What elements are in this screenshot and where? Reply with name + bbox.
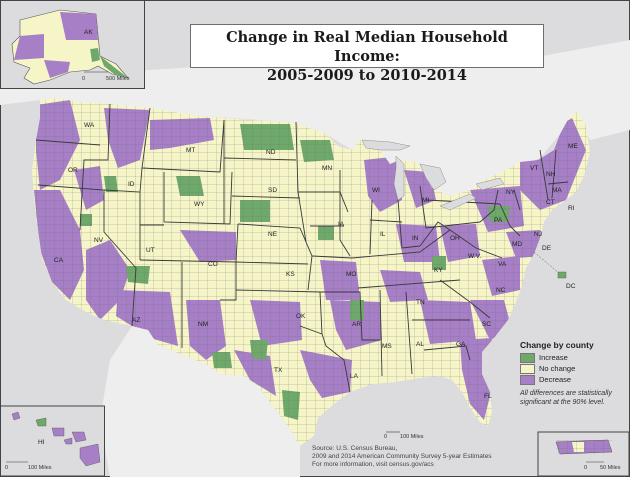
lake-huron — [419, 163, 447, 191]
hawaii-inset: HI 0 100 Miles — [0, 405, 105, 477]
dc-swatch — [557, 271, 567, 279]
legend: Change by county Increase No change Decr… — [520, 340, 625, 407]
state-label-ca: CA — [54, 257, 64, 264]
state-label-ct: CT — [546, 199, 555, 206]
state-label-mn: MN — [322, 165, 332, 172]
state-label-nc: NC — [496, 287, 506, 294]
state-label-ma: MA — [552, 187, 562, 194]
state-label-de: DE — [542, 245, 552, 252]
alaska-scale-500: 500 Miles — [106, 76, 130, 82]
legend-note-line-1: All differences are statistically — [520, 390, 612, 397]
state-label-co: CO — [208, 261, 218, 268]
legend-label-decrease: Decrease — [539, 375, 572, 384]
state-label-pa: PA — [494, 217, 503, 224]
state-label-wi: WI — [372, 187, 380, 194]
state-label-ks: KS — [286, 271, 295, 278]
alaska-inset: AK 0 500 Miles — [0, 0, 145, 89]
legend-item-no-change: No change — [520, 363, 625, 374]
state-label-nv: NV — [94, 237, 104, 244]
source-line-1: Source: U.S. Census Bureau, — [312, 445, 398, 452]
state-label-mo: MO — [346, 271, 356, 278]
state-label-ok: OK — [296, 313, 306, 320]
hawaii-scale-100: 100 Miles — [28, 465, 52, 471]
great-lakes — [361, 139, 505, 211]
state-label-ri: RI — [568, 205, 575, 212]
state-label-tx: TX — [274, 367, 283, 374]
legend-label-no-change: No change — [539, 364, 576, 373]
hawaii-scale-zero: 0 — [5, 465, 8, 471]
legend-item-increase: Increase — [520, 352, 625, 363]
legend-note: All differences are statistically signif… — [520, 389, 625, 407]
state-label-dc: DC — [566, 283, 576, 290]
main-scale-zero: 0 — [384, 434, 387, 440]
pr-scale-50: 50 Miles — [600, 465, 621, 471]
state-label-ny: NY — [506, 189, 516, 196]
state-label-mi: MI — [422, 197, 429, 204]
state-label-tn: TN — [416, 299, 425, 306]
state-label-wv: W.V. — [468, 253, 481, 260]
source-line-3: For more information, visit census.gov/a… — [312, 461, 434, 468]
lake-ontario — [475, 177, 505, 191]
state-label-fl: FL — [484, 393, 492, 400]
state-label-la: LA — [350, 373, 359, 380]
legend-label-increase: Increase — [539, 353, 568, 362]
main-scale-100: 100 Miles — [400, 434, 424, 440]
puerto-rico-inset: 0 50 Miles — [537, 431, 630, 477]
state-label-sd: SD — [268, 187, 277, 194]
legend-swatch-increase — [520, 352, 535, 363]
state-label-nd: ND — [266, 149, 276, 156]
source-line-2: 2009 and 2014 American Community Survey … — [312, 453, 492, 460]
state-label-wa: WA — [84, 122, 95, 129]
state-label-wy: WY — [194, 201, 205, 208]
map-title-line-1: Change in Real Median Household Income: — [226, 29, 508, 65]
state-labels: WA OR CA ID NV MT WY UT AZ CO NM ND SD N… — [54, 122, 578, 400]
legend-note-line-2: significant at the 90% level. — [520, 399, 605, 406]
lake-superior — [361, 139, 411, 151]
legend-swatch-decrease — [520, 374, 535, 385]
legend-item-decrease: Decrease — [520, 374, 625, 385]
state-borders — [35, 103, 569, 393]
state-label-nj: NJ — [534, 231, 542, 238]
state-label-id: ID — [128, 181, 135, 188]
state-label-ak: AK — [84, 29, 93, 36]
canada-land — [0, 40, 630, 196]
state-label-sc: SC — [482, 321, 491, 328]
state-label-or: OR — [68, 167, 78, 174]
state-label-ut: UT — [146, 247, 155, 254]
pr-scale-zero: 0 — [584, 465, 587, 471]
state-label-ne: NE — [268, 231, 278, 238]
state-label-ms: MS — [382, 343, 392, 350]
state-label-me: ME — [568, 143, 578, 150]
state-label-hi: HI — [38, 439, 45, 446]
state-label-ia: IA — [338, 221, 345, 228]
state-label-vt: VT — [530, 165, 538, 172]
state-label-in: IN — [412, 235, 419, 242]
state-label-md: MD — [512, 241, 522, 248]
map-title-box: Change in Real Median Household Income: … — [190, 24, 544, 84]
state-label-nm: NM — [198, 321, 208, 328]
state-label-al: AL — [416, 341, 424, 348]
state-label-oh: OH — [450, 235, 460, 242]
state-label-il: IL — [380, 231, 386, 238]
lake-michigan — [393, 155, 405, 201]
legend-swatch-no-change — [520, 363, 535, 374]
state-label-nh: NH — [546, 171, 556, 178]
alaska-scale-zero: 0 — [82, 76, 85, 82]
state-label-az: AZ — [132, 317, 140, 324]
state-label-va: VA — [498, 261, 507, 268]
mexico-land — [100, 326, 300, 477]
source-note: Source: U.S. Census Bureau, 2009 and 201… — [312, 445, 492, 469]
dc-callout-line — [533, 251, 561, 275]
map-title-line-2: 2005-2009 to 2010-2014 — [267, 67, 467, 84]
state-label-ga: GA — [456, 341, 466, 348]
legend-title: Change by county — [520, 340, 594, 350]
lake-erie — [439, 193, 477, 211]
state-label-ar: AR — [352, 321, 361, 328]
state-label-mt: MT — [186, 147, 195, 154]
state-label-ky: KY — [434, 267, 443, 274]
